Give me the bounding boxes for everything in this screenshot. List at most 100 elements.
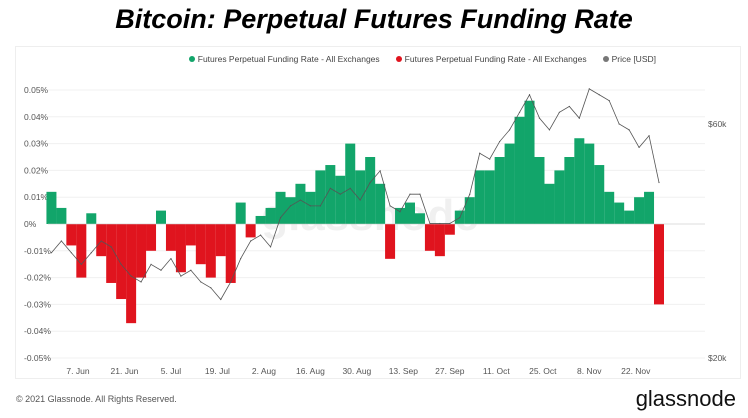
price-point (110, 246, 112, 248)
price-point (200, 281, 202, 283)
price-point (509, 129, 511, 131)
negative-funding-bar (185, 224, 196, 246)
negative-funding-bar (76, 224, 87, 278)
y-tick-label: -0.01% (24, 246, 51, 256)
price-point (429, 222, 431, 225)
positive-funding-bar (494, 157, 505, 224)
legend-item-price[interactable]: Price [USD] (602, 54, 656, 64)
positive-funding-bar (574, 138, 585, 224)
price-point (329, 187, 331, 189)
x-tick-label: 22. Nov (621, 366, 651, 376)
y-tick-label: 0.02% (24, 165, 49, 175)
price-point (140, 281, 142, 283)
price-line (51, 88, 660, 301)
positive-funding-bar (335, 175, 346, 224)
positive-funding-bar (604, 191, 615, 224)
price-point (379, 170, 381, 172)
legend-label: Futures Perpetual Funding Rate - All Exc… (197, 54, 380, 64)
price-point (459, 217, 461, 219)
negative-funding-bar (215, 224, 226, 257)
positive-funding-bar (474, 170, 485, 224)
price-point (319, 205, 321, 207)
positive-funding-bar (414, 213, 425, 224)
positive-funding-bar (634, 197, 645, 224)
positive-funding-bar (315, 170, 326, 224)
price-point (70, 252, 72, 254)
x-tick-label: 30. Aug (342, 366, 371, 376)
positive-funding-bar (534, 157, 545, 224)
price-point (598, 94, 600, 96)
price-point (220, 298, 222, 301)
positive-funding-bar (584, 143, 595, 224)
x-tick-label: 21. Jun (111, 366, 139, 376)
price-point (469, 193, 471, 195)
positive-funding-bar (464, 197, 475, 224)
positive-funding-bar (285, 197, 296, 224)
legend-item-positive[interactable]: Futures Perpetual Funding Rate - All Exc… (188, 54, 380, 64)
price-point (250, 240, 252, 242)
positive-funding-bar (644, 191, 655, 224)
x-tick-label: 7. Jun (66, 366, 89, 376)
price-point (489, 158, 491, 160)
positive-funding-bar (564, 157, 575, 224)
negative-funding-bar (146, 224, 157, 251)
y-tick-label: 0% (24, 219, 37, 229)
price-point (90, 252, 92, 254)
negative-funding-bar (444, 224, 455, 235)
gray-dot-icon (602, 56, 609, 62)
chart-title: Bitcoin: Perpetual Futures Funding Rate (115, 4, 633, 34)
price-point (638, 146, 640, 148)
price-point (359, 199, 361, 201)
price-point (80, 263, 82, 265)
y-tick-label: 0.01% (24, 192, 49, 202)
price-point (618, 123, 620, 125)
negative-funding-bar (654, 224, 664, 305)
price-point (100, 240, 102, 242)
negative-funding-bar (136, 224, 147, 278)
y-tick-label: 0.03% (24, 139, 49, 149)
legend-item-negative[interactable]: Futures Perpetual Funding Rate - All Exc… (395, 54, 587, 64)
price-point (518, 111, 521, 113)
price-point (558, 111, 561, 113)
negative-funding-bar (205, 224, 216, 278)
price-point (190, 269, 192, 271)
negative-funding-bar (106, 224, 117, 283)
x-tick-label: 2. Aug (252, 366, 276, 376)
price-point (658, 181, 660, 184)
negative-funding-bar (126, 224, 137, 324)
positive-funding-bar (156, 210, 166, 224)
y-tick-label: -0.02% (24, 273, 51, 283)
price-point (339, 193, 341, 195)
price-point (548, 129, 551, 131)
chart-panel (15, 46, 741, 379)
positive-funding-bar (484, 170, 495, 224)
price-point (160, 269, 162, 271)
negative-funding-bar (116, 224, 127, 300)
price-point (180, 275, 182, 277)
positive-funding-bar (46, 191, 57, 224)
price-point (568, 105, 570, 108)
price-point (538, 117, 541, 119)
positive-funding-bar (325, 165, 336, 224)
negative-funding-bar (385, 224, 396, 259)
y-tick-label: 0.04% (24, 112, 49, 122)
positive-funding-bar (504, 143, 515, 224)
positive-funding-bar (524, 100, 535, 224)
positive-funding-bar (554, 170, 565, 224)
price-point (419, 193, 421, 195)
green-dot-icon (188, 56, 195, 62)
x-tick-label: 27. Sep (435, 366, 465, 376)
y2-tick-label: $20k (708, 353, 727, 363)
price-point (439, 222, 441, 225)
price-point (399, 211, 401, 213)
price-point (279, 217, 282, 219)
negative-funding-bar (175, 224, 186, 273)
price-point (528, 94, 531, 96)
price-point (369, 181, 371, 184)
y-tick-label: -0.05% (24, 353, 51, 363)
price-point (628, 129, 630, 131)
price-point (409, 193, 411, 195)
price-point (210, 287, 212, 289)
positive-funding-bar (56, 207, 67, 224)
